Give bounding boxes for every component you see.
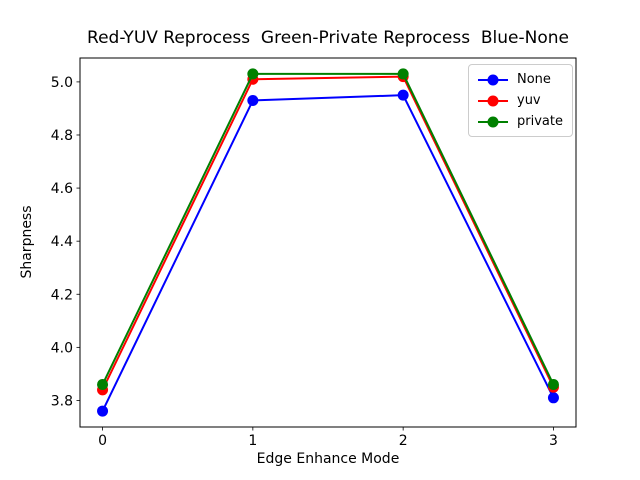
data-point-private bbox=[247, 68, 259, 80]
series-line-yuv bbox=[101, 75, 555, 391]
data-point-none bbox=[397, 89, 409, 101]
legend-line-sample-yuv bbox=[478, 95, 508, 106]
legend-item-yuv: yuv bbox=[478, 94, 563, 107]
y-tick-label: 4.0 bbox=[51, 340, 73, 356]
data-point-none bbox=[547, 392, 559, 404]
legend-item-none: None bbox=[478, 73, 563, 86]
legend-label-private: private bbox=[517, 114, 563, 129]
series-line-private bbox=[101, 72, 555, 385]
legend-line-sample-private bbox=[478, 116, 508, 127]
legend-item-private: private bbox=[478, 115, 563, 128]
y-tick-label: 4.6 bbox=[51, 181, 73, 197]
data-point-none bbox=[247, 94, 259, 106]
legend-label-none: None bbox=[517, 72, 551, 87]
circle-marker-icon bbox=[487, 116, 499, 127]
y-tick-label: 3.8 bbox=[51, 393, 73, 409]
x-tick-label: 2 bbox=[399, 433, 408, 449]
data-point-private bbox=[547, 379, 559, 391]
circle-marker-icon bbox=[487, 74, 499, 85]
y-tick-label: 4.8 bbox=[51, 128, 73, 144]
data-point-private bbox=[397, 68, 409, 80]
series-line-none bbox=[101, 94, 555, 412]
x-tick-label: 3 bbox=[549, 433, 558, 449]
x-tick-label: 0 bbox=[98, 433, 107, 449]
y-tick-label: 4.4 bbox=[51, 234, 73, 250]
axes-frame bbox=[79, 57, 577, 428]
legend-label-yuv: yuv bbox=[517, 93, 541, 108]
data-point-none bbox=[97, 405, 109, 417]
data-point-private bbox=[97, 379, 109, 391]
x-axis-label: Edge Enhance Mode bbox=[256, 451, 400, 467]
legend: None yuv private bbox=[468, 64, 573, 137]
x-tick-label: 1 bbox=[248, 433, 257, 449]
y-tick-label: 4.2 bbox=[51, 287, 73, 303]
chart-title: Red-YUV Reprocess Green-Private Reproces… bbox=[87, 28, 569, 48]
circle-marker-icon bbox=[487, 95, 499, 106]
y-tick-label: 5.0 bbox=[51, 75, 73, 91]
legend-line-sample-none bbox=[478, 74, 508, 85]
